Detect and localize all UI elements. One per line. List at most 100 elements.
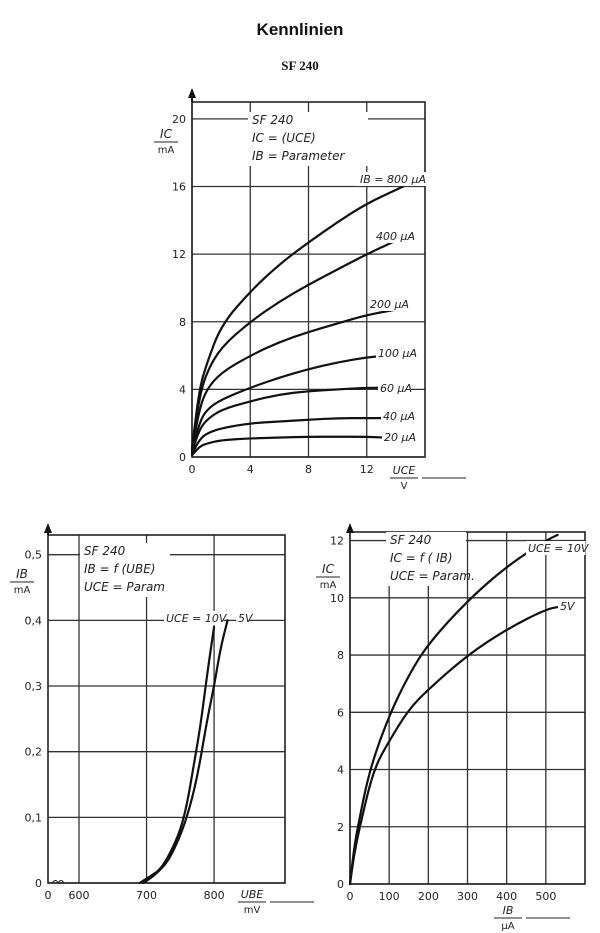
- x-axis-label: IB: [503, 904, 514, 917]
- annotation-line: SF 240: [390, 533, 432, 547]
- y-tick-label: 0,5: [25, 549, 43, 562]
- annotation-line: IC = (UCE): [252, 131, 316, 145]
- annotation-line: SF 240: [84, 544, 126, 558]
- x-tick-label: 700: [136, 889, 157, 902]
- y-tick-label: 10: [330, 592, 344, 605]
- annotation-line: UCE = Param: [84, 580, 165, 594]
- series-label-bg: [374, 229, 414, 243]
- x-tick-label: 0: [189, 463, 196, 476]
- x-tick-label: 300: [457, 890, 478, 903]
- chart-3: 0 100 200 300 400 500 0 2 4 6 8 10 12 SF 240 IC = f ( …: [316, 523, 590, 932]
- series-line: [348, 605, 563, 886]
- y-tick-label: 12: [172, 248, 186, 261]
- y-tick-label: 16: [172, 181, 186, 194]
- series-label-bg: [376, 346, 416, 360]
- series-line: [190, 307, 405, 452]
- y-tick-label: 0: [35, 877, 42, 890]
- page-title: Kennlinien: [256, 20, 344, 39]
- series-label: UCE = 10V: [528, 542, 590, 555]
- x-axis-unit: mV: [244, 905, 261, 916]
- annotation-line: IB = Parameter: [252, 149, 345, 163]
- x-tick-label: 600: [69, 889, 90, 902]
- y-tick-label: 0,2: [25, 746, 43, 759]
- plot-frame: [349, 531, 586, 885]
- y-tick-label: 4: [337, 764, 344, 777]
- series-label-bg: [526, 541, 586, 555]
- series-label: 100 µA: [378, 347, 417, 360]
- x-axis-label: UCE: [393, 464, 416, 477]
- series-line: [190, 386, 405, 454]
- series-label: 200 µA: [370, 298, 409, 311]
- y-tick-label: 0,3: [25, 680, 43, 693]
- page-subtitle: SF 240: [281, 58, 319, 73]
- series-label: 40 µA: [383, 410, 415, 423]
- annotation-line: UCE = Param.: [390, 569, 475, 583]
- series-line: [190, 352, 405, 454]
- arrow-head-icon: [44, 523, 52, 533]
- series-label-bg: [382, 430, 415, 444]
- series-label-bg: [164, 611, 224, 625]
- series-label-bg: [558, 599, 572, 613]
- y-tick-label: 0,1: [25, 811, 43, 824]
- x-tick-label: 800: [204, 889, 225, 902]
- annotation-bg: [80, 543, 170, 597]
- series-label: IB = 800 µA: [360, 173, 426, 186]
- series-label: 5V: [238, 612, 254, 625]
- y-tick-label: 0: [337, 878, 344, 891]
- annotation-line: SF 240: [252, 113, 294, 127]
- y-tick-label: 6: [337, 706, 344, 719]
- x-tick-label: 400: [496, 890, 517, 903]
- annotation-bg: [248, 112, 368, 166]
- series-line: [190, 435, 405, 457]
- y-tick-label: 2: [337, 821, 344, 834]
- y-tick-label: 0,4: [25, 614, 43, 627]
- series-label: 5V: [560, 600, 576, 613]
- axis-break-icon: [51, 880, 65, 885]
- x-tick-label: 4: [247, 463, 254, 476]
- series-line: [190, 417, 405, 455]
- arrow-head-icon: [188, 88, 196, 98]
- y-axis-unit: mA: [158, 145, 175, 156]
- y-tick-label: 8: [337, 649, 344, 662]
- y-axis-unit: mA: [14, 585, 31, 596]
- x-tick-label: 100: [379, 890, 400, 903]
- plot-frame: [47, 534, 286, 884]
- x-tick-label: 500: [535, 890, 556, 903]
- annotation-bg: [386, 532, 466, 586]
- y-tick-label: 4: [179, 383, 186, 396]
- y-tick-label: 12: [330, 535, 344, 548]
- chart-2: 0 600 700 800 0 0,1 0,2 0,3 0,4 0,5 SF 240 IB = f (…: [10, 523, 314, 916]
- series-label-bg: [381, 409, 414, 423]
- y-axis-unit: mA: [320, 580, 337, 591]
- series-label: 20 µA: [384, 431, 416, 444]
- x-axis-label: UBE: [241, 888, 264, 901]
- series-line: [190, 185, 405, 450]
- y-axis-label: IB: [16, 567, 28, 581]
- annotation-line: IB = f (UBE): [84, 562, 155, 576]
- series-line: [142, 619, 229, 885]
- x-tick-label: 12: [360, 463, 374, 476]
- chart-1: 0 4 8 12 0 4 8 12 16 20 SF 240 IC = (UCE) IB = Param…: [154, 88, 466, 492]
- series-label-bg: [358, 172, 431, 186]
- plot-frame: [191, 101, 426, 458]
- y-tick-label: 8: [179, 316, 186, 329]
- series-label-bg: [236, 611, 250, 625]
- x-tick-label: 0: [347, 890, 354, 903]
- y-axis-label: IC: [322, 562, 335, 576]
- annotation-line: IC = f ( IB): [390, 551, 453, 565]
- x-axis-unit: V: [401, 481, 408, 492]
- arrow-head-icon: [346, 523, 354, 533]
- series-label: 400 µA: [376, 230, 415, 243]
- x-tick-label: 8: [305, 463, 312, 476]
- x-tick-label: 200: [418, 890, 439, 903]
- x-tick-label: 0: [45, 889, 52, 902]
- y-tick-label: 20: [172, 113, 186, 126]
- x-axis-unit: µA: [501, 921, 514, 932]
- y-axis-label: IC: [160, 127, 173, 141]
- series-line: [190, 236, 405, 450]
- series-label-bg: [368, 297, 408, 311]
- series-label: UCE = 10V: [166, 612, 228, 625]
- series-label-bg: [378, 381, 411, 395]
- y-tick-label: 0: [179, 451, 186, 464]
